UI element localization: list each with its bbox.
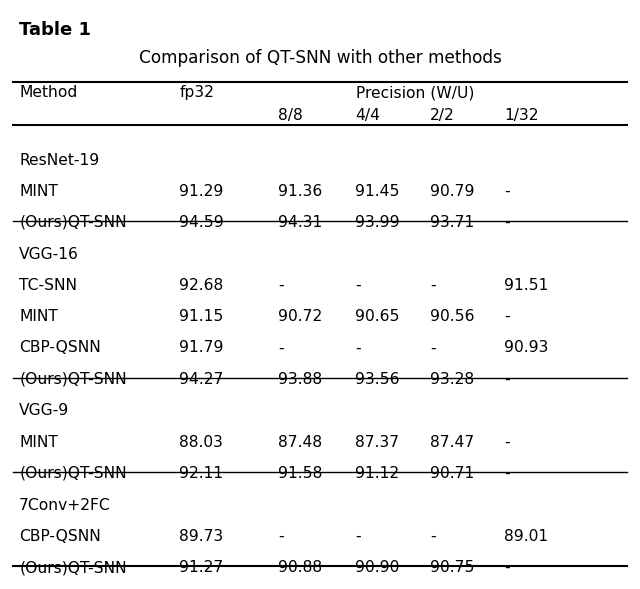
Text: 7Conv+2FC: 7Conv+2FC	[19, 498, 111, 512]
Text: 92.68: 92.68	[179, 278, 223, 293]
Text: 90.71: 90.71	[430, 466, 474, 481]
Text: 90.75: 90.75	[430, 560, 475, 575]
Text: 8/8: 8/8	[278, 108, 303, 123]
Text: 93.88: 93.88	[278, 372, 323, 386]
Text: 4/4: 4/4	[355, 108, 380, 123]
Text: (Ours)QT-SNN: (Ours)QT-SNN	[19, 466, 127, 481]
Text: (Ours)QT-SNN: (Ours)QT-SNN	[19, 372, 127, 386]
Text: 94.31: 94.31	[278, 215, 323, 230]
Text: 94.59: 94.59	[179, 215, 224, 230]
Text: 89.01: 89.01	[504, 529, 548, 544]
Text: Table 1: Table 1	[19, 21, 92, 39]
Text: CBP-QSNN: CBP-QSNN	[19, 529, 101, 544]
Text: -: -	[504, 372, 510, 386]
Text: 87.47: 87.47	[430, 435, 474, 449]
Text: ResNet-19: ResNet-19	[19, 153, 99, 167]
Text: -: -	[355, 278, 361, 293]
Text: -: -	[504, 435, 510, 449]
Text: 93.56: 93.56	[355, 372, 400, 386]
Text: TC-SNN: TC-SNN	[19, 278, 77, 293]
Text: 91.51: 91.51	[504, 278, 548, 293]
Text: 91.79: 91.79	[179, 340, 224, 355]
Text: -: -	[504, 466, 510, 481]
Text: 91.15: 91.15	[179, 309, 223, 324]
Text: 91.58: 91.58	[278, 466, 323, 481]
Text: 90.56: 90.56	[430, 309, 475, 324]
Text: 90.93: 90.93	[504, 340, 548, 355]
Text: -: -	[430, 529, 436, 544]
Text: CBP-QSNN: CBP-QSNN	[19, 340, 101, 355]
Text: -: -	[504, 184, 510, 198]
Text: 90.79: 90.79	[430, 184, 475, 198]
Text: 2/2: 2/2	[430, 108, 455, 123]
Text: 90.88: 90.88	[278, 560, 323, 575]
Text: -: -	[504, 309, 510, 324]
Text: 91.29: 91.29	[179, 184, 223, 198]
Text: 94.27: 94.27	[179, 372, 223, 386]
Text: -: -	[430, 278, 436, 293]
Text: MINT: MINT	[19, 309, 58, 324]
Text: 91.27: 91.27	[179, 560, 223, 575]
Text: 88.03: 88.03	[179, 435, 223, 449]
Text: (Ours)QT-SNN: (Ours)QT-SNN	[19, 215, 127, 230]
Text: (Ours)QT-SNN: (Ours)QT-SNN	[19, 560, 127, 575]
Text: 87.48: 87.48	[278, 435, 323, 449]
Text: -: -	[278, 340, 284, 355]
Text: MINT: MINT	[19, 435, 58, 449]
Text: Comparison of QT-SNN with other methods: Comparison of QT-SNN with other methods	[139, 49, 501, 67]
Text: VGG-16: VGG-16	[19, 247, 79, 262]
Text: 90.72: 90.72	[278, 309, 323, 324]
Text: -: -	[278, 278, 284, 293]
Text: -: -	[504, 560, 510, 575]
Text: VGG-9: VGG-9	[19, 403, 70, 418]
Text: 93.99: 93.99	[355, 215, 400, 230]
Text: 91.12: 91.12	[355, 466, 399, 481]
Text: 91.36: 91.36	[278, 184, 323, 198]
Text: 93.71: 93.71	[430, 215, 474, 230]
Text: 90.65: 90.65	[355, 309, 400, 324]
Text: MINT: MINT	[19, 184, 58, 198]
Text: -: -	[430, 340, 436, 355]
Text: 92.11: 92.11	[179, 466, 223, 481]
Text: Method: Method	[19, 85, 77, 100]
Text: -: -	[355, 340, 361, 355]
Text: -: -	[355, 529, 361, 544]
Text: -: -	[504, 215, 510, 230]
Text: 1/32: 1/32	[504, 108, 539, 123]
Text: 89.73: 89.73	[179, 529, 223, 544]
Text: 87.37: 87.37	[355, 435, 399, 449]
Text: 93.28: 93.28	[430, 372, 474, 386]
Text: Precision (W/U): Precision (W/U)	[356, 85, 474, 100]
Text: 91.45: 91.45	[355, 184, 400, 198]
Text: -: -	[278, 529, 284, 544]
Text: 90.90: 90.90	[355, 560, 399, 575]
Text: fp32: fp32	[179, 85, 214, 100]
